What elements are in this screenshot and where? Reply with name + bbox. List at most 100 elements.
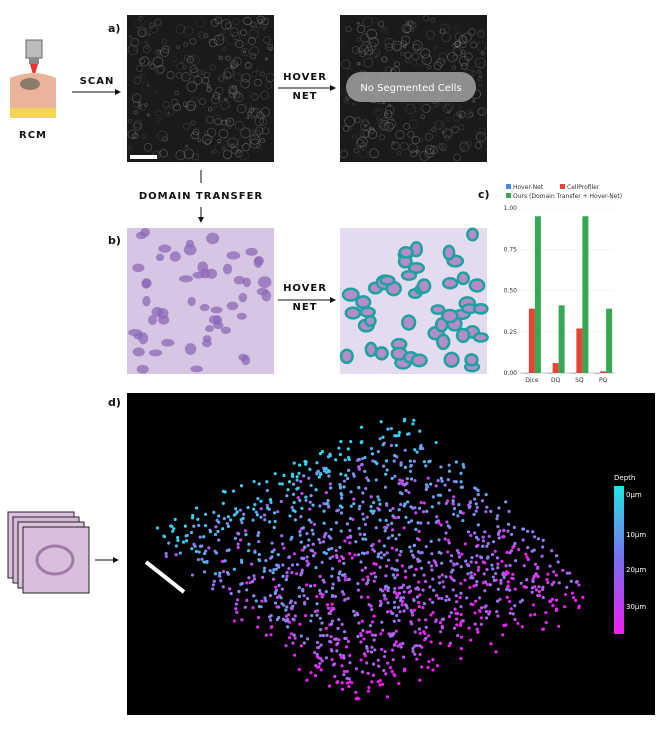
bar bbox=[582, 216, 589, 373]
point bbox=[396, 644, 400, 648]
point bbox=[393, 586, 397, 591]
point bbox=[417, 605, 421, 609]
point bbox=[380, 647, 384, 651]
point bbox=[429, 613, 433, 617]
point bbox=[299, 644, 303, 648]
point bbox=[397, 508, 401, 512]
point bbox=[489, 642, 493, 646]
point bbox=[383, 597, 387, 601]
texture bbox=[368, 37, 379, 48]
point bbox=[189, 530, 194, 535]
point bbox=[541, 596, 545, 600]
texture bbox=[141, 133, 147, 139]
point bbox=[172, 527, 176, 531]
point bbox=[444, 598, 448, 602]
texture bbox=[211, 19, 219, 27]
point bbox=[427, 560, 431, 565]
domain-transfer-label: DOMAIN TRANSFER bbox=[139, 191, 263, 202]
point bbox=[397, 591, 402, 595]
point bbox=[362, 652, 366, 656]
point bbox=[403, 465, 408, 469]
texture bbox=[260, 138, 266, 144]
point bbox=[327, 611, 331, 615]
point bbox=[455, 600, 459, 604]
nucleus bbox=[197, 261, 209, 274]
texture bbox=[356, 48, 362, 54]
point bbox=[496, 562, 500, 566]
point bbox=[362, 551, 366, 556]
point bbox=[395, 558, 399, 563]
texture bbox=[381, 56, 387, 62]
texture bbox=[211, 103, 217, 110]
texture bbox=[170, 98, 179, 107]
point bbox=[419, 521, 423, 525]
texture bbox=[137, 105, 142, 110]
point bbox=[248, 581, 253, 585]
point bbox=[340, 687, 345, 691]
point bbox=[505, 587, 509, 592]
point bbox=[176, 538, 180, 543]
point bbox=[327, 505, 331, 509]
texture bbox=[136, 65, 143, 72]
texture bbox=[232, 56, 242, 66]
point bbox=[343, 539, 347, 543]
bar bbox=[552, 363, 559, 373]
nucleus bbox=[136, 364, 149, 374]
point bbox=[335, 680, 339, 685]
bar bbox=[600, 371, 607, 373]
point bbox=[216, 529, 220, 534]
point bbox=[452, 578, 456, 583]
point bbox=[313, 674, 318, 678]
point bbox=[279, 499, 283, 504]
point bbox=[382, 553, 386, 557]
point bbox=[372, 571, 376, 575]
texture bbox=[139, 56, 150, 67]
point bbox=[411, 613, 415, 617]
point bbox=[295, 562, 300, 567]
point bbox=[315, 609, 320, 613]
hover-label: HOVER bbox=[283, 283, 327, 294]
point bbox=[474, 487, 478, 491]
point bbox=[200, 557, 204, 561]
point bbox=[417, 600, 421, 605]
texture bbox=[222, 149, 233, 160]
point bbox=[287, 566, 291, 571]
texture bbox=[446, 117, 451, 122]
point bbox=[320, 560, 324, 564]
point bbox=[416, 521, 420, 525]
point bbox=[363, 456, 367, 460]
point bbox=[338, 545, 342, 549]
point bbox=[513, 559, 518, 563]
point bbox=[238, 538, 243, 542]
texture bbox=[132, 132, 139, 139]
point bbox=[338, 486, 343, 490]
point bbox=[401, 600, 405, 604]
point bbox=[342, 479, 347, 483]
point bbox=[369, 446, 373, 451]
point bbox=[279, 596, 283, 600]
point bbox=[307, 476, 311, 480]
texture bbox=[382, 27, 387, 32]
point bbox=[459, 565, 463, 569]
bar bbox=[570, 373, 577, 374]
point bbox=[395, 614, 399, 618]
point bbox=[257, 552, 261, 557]
point bbox=[440, 596, 444, 601]
point bbox=[429, 640, 433, 644]
point bbox=[241, 516, 245, 520]
point bbox=[190, 516, 195, 520]
point bbox=[305, 555, 309, 559]
point bbox=[361, 491, 365, 495]
point bbox=[452, 626, 457, 630]
point bbox=[506, 529, 510, 533]
point bbox=[437, 596, 441, 600]
point bbox=[484, 492, 488, 497]
point bbox=[309, 619, 313, 623]
point bbox=[192, 542, 196, 546]
nucleus bbox=[185, 239, 195, 248]
texture bbox=[452, 54, 458, 61]
segmented-nucleus bbox=[472, 302, 489, 315]
point bbox=[232, 567, 236, 571]
point bbox=[381, 628, 385, 632]
point bbox=[208, 530, 213, 534]
